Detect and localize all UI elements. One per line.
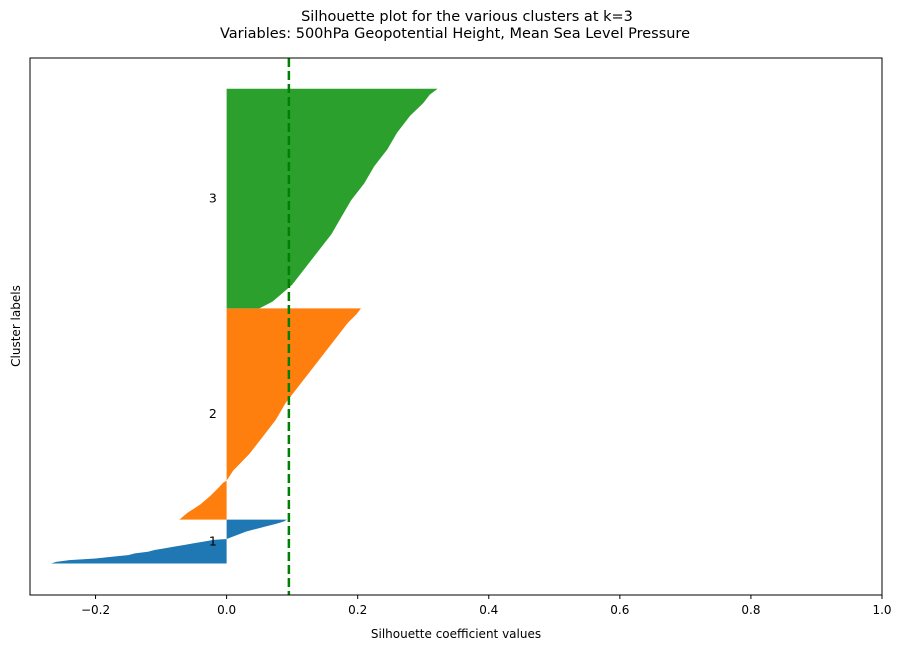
cluster-1-silhouette bbox=[50, 519, 287, 564]
plot-area-frame bbox=[29, 57, 883, 596]
x-tick-label: 0.4 bbox=[479, 603, 498, 617]
x-tick-label: 0.8 bbox=[741, 603, 760, 617]
cluster-labels: 1 2 3 bbox=[209, 191, 217, 549]
x-tick-label: −0.2 bbox=[81, 603, 110, 617]
chart-title-line-1: Silhouette plot for the various clusters… bbox=[301, 9, 633, 25]
cluster-label-2: 2 bbox=[209, 406, 217, 421]
chart-title-line-2: Variables: 500hPa Geopotential Height, M… bbox=[220, 26, 690, 42]
cluster-fills bbox=[50, 88, 438, 564]
cluster-label-1: 1 bbox=[209, 534, 217, 549]
x-tick-label: 0.0 bbox=[217, 603, 236, 617]
x-tick-label: 1.0 bbox=[872, 603, 891, 617]
x-tick-label: 0.6 bbox=[610, 603, 629, 617]
cluster-label-3: 3 bbox=[209, 191, 217, 206]
y-axis-label: Cluster labels bbox=[9, 285, 23, 367]
cluster-2-silhouette bbox=[179, 308, 361, 520]
x-axis-ticks: −0.2 0.0 0.2 0.4 0.6 0.8 1.0 bbox=[81, 595, 892, 617]
x-tick-label: 0.2 bbox=[348, 603, 367, 617]
cluster-3-silhouette bbox=[226, 88, 438, 309]
x-axis-label: Silhouette coefficient values bbox=[371, 627, 541, 641]
